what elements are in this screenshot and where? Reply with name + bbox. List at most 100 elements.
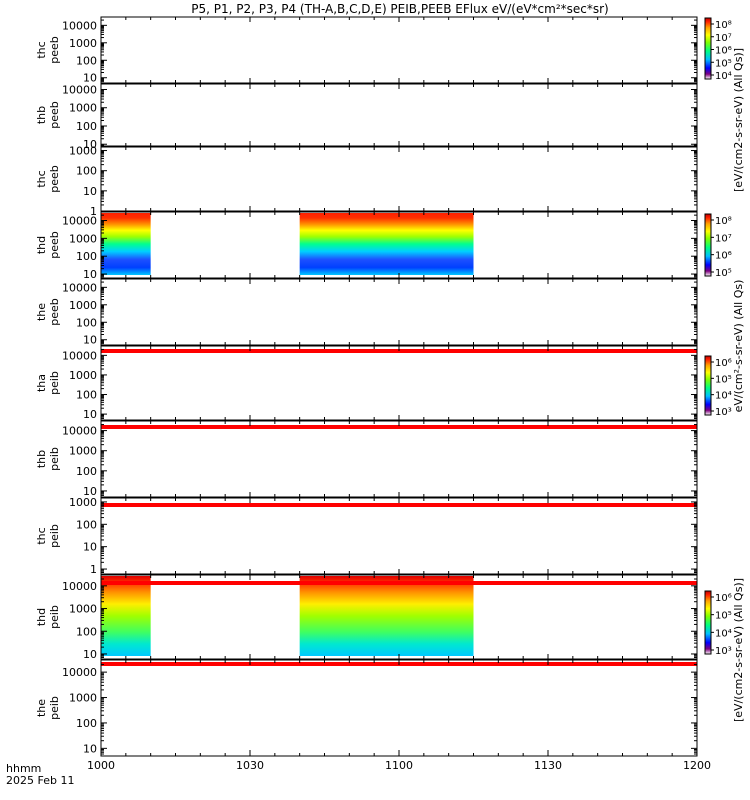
y-tick-label: 100 — [76, 625, 97, 638]
y-tick-label: 10000 — [62, 83, 97, 96]
colorbar-tick-label: 10⁵ — [715, 374, 732, 385]
y-tick-label: 10 — [83, 72, 97, 85]
panel-label-probe-2: thc — [35, 170, 48, 187]
y-tick-label: 10 — [83, 541, 97, 554]
time-tick-label: 1000 — [87, 759, 115, 772]
panel-label-instrument-8: peib — [48, 605, 61, 629]
y-tick-label: 1000 — [69, 603, 97, 616]
colorbar-tick-label: 10⁶ — [715, 251, 732, 262]
y-tick-label: 100 — [76, 465, 97, 478]
y-tick-label: 10 — [83, 408, 97, 421]
time-tick-label: 1100 — [385, 759, 413, 772]
panel-label-probe-8: thd — [35, 608, 48, 626]
panel-label-instrument-7: peib — [48, 524, 61, 548]
y-tick-label: 100 — [76, 250, 97, 263]
colorbar-tick-label: 10⁴ — [715, 391, 732, 402]
panel-frame-9 — [100, 659, 698, 757]
y-tick-label: 10000 — [62, 281, 97, 294]
plot-title: P5, P1, P2, P3, P4 (TH-A,B,C,D,E) PEIB,P… — [191, 2, 608, 16]
colorbar-tick-label: 10³ — [715, 407, 732, 418]
y-tick-label: 1000 — [69, 692, 97, 705]
panel-frame-2 — [100, 146, 698, 212]
panel-label-probe-5: tha — [35, 374, 48, 392]
colorbar-tick-label: 10⁸ — [715, 216, 732, 227]
y-tick-label: 100 — [76, 717, 97, 730]
quality-flag-bar-1 — [101, 425, 697, 429]
y-tick-label: 100 — [76, 120, 97, 133]
spectrogram-block-thd-peib-1 — [299, 576, 474, 656]
colorbar-tick-label: 10⁷ — [715, 233, 732, 244]
colorbar-8 — [704, 590, 712, 655]
y-tick-label: 1000 — [69, 445, 97, 458]
y-tick-label: 10 — [83, 648, 97, 661]
panel-label-instrument-5: peib — [48, 371, 61, 395]
y-tick-label: 10 — [83, 268, 97, 281]
time-tick-label: 1130 — [534, 759, 562, 772]
quality-flag-bar-3 — [101, 581, 697, 585]
panel-label-instrument-1: peeb — [48, 101, 61, 129]
y-tick-label: 1000 — [69, 369, 97, 382]
y-tick-label: 10 — [83, 334, 97, 347]
y-tick-label: 1000 — [69, 299, 97, 312]
panel-label-instrument-9: peib — [48, 696, 61, 720]
y-tick-label: 10 — [83, 485, 97, 498]
time-axis: 1000 1030 1100 1130 1200 — [87, 750, 711, 772]
colorbar-tick-label: 10⁵ — [715, 611, 732, 622]
y-tick-label: 10 — [83, 185, 97, 198]
colorbar-tick-label: 10⁶ — [715, 593, 732, 604]
y-tick-label: 1 — [90, 205, 97, 218]
y-tick-label: 100 — [76, 54, 97, 67]
colorbar-tick-label: 10⁶ — [715, 46, 732, 57]
colorbar-tick-label: 10⁴ — [715, 628, 732, 639]
spectrogram-block-thd-peeb-1 — [299, 213, 474, 275]
colorbar-tick-label: 10⁸ — [715, 20, 732, 31]
panel-label-instrument-4: peeb — [48, 298, 61, 326]
spectrogram-block-thd-peeb-0 — [101, 213, 151, 275]
colorbar-0 — [704, 17, 712, 80]
panel-frame-4 — [100, 278, 698, 346]
y-tick-label: 1000 — [69, 37, 97, 50]
panel-frame-1 — [100, 83, 698, 147]
y-tick-label: 10000 — [62, 19, 97, 32]
y-tick-label: 10 — [83, 742, 97, 755]
y-tick-label: 10000 — [62, 580, 97, 593]
panel-frame-0 — [100, 16, 698, 84]
colorbar-tick-label: 10⁵ — [715, 58, 732, 69]
panel-frame-7 — [100, 497, 698, 575]
y-tick-label: 10 — [83, 138, 97, 151]
y-tick-label: 10000 — [62, 425, 97, 438]
panel-label-instrument-6: peib — [48, 447, 61, 471]
panel-label-probe-3: thd — [35, 236, 48, 254]
time-axis-label-hhmm: hhmm — [6, 762, 41, 775]
colorbar-tick-label: 10⁷ — [715, 33, 732, 44]
panel-label-instrument-0: peeb — [48, 36, 61, 64]
y-tick-label: 100 — [76, 316, 97, 329]
panel-frame-6 — [100, 420, 698, 498]
colorbar-tick-label: 10³ — [715, 646, 732, 657]
colorbar-tick-label: 10⁵ — [715, 268, 732, 279]
quality-flag-bar-2 — [101, 503, 697, 507]
panel-label-probe-6: thb — [35, 450, 48, 468]
time-tick-label: 1200 — [683, 759, 711, 772]
colorbar-unit-label-lower: [eV/(cm2-s-sr-eV) (All Qs)] — [732, 578, 745, 722]
y-tick-label: 100 — [76, 389, 97, 402]
y-tick-label: 100 — [76, 165, 97, 178]
y-tick-label: 1000 — [69, 496, 97, 509]
colorbar-unit-label-top: [eV/(cm2-s-sr-eV) (All Qs)] — [732, 48, 745, 192]
panel-label-probe-9: the — [35, 699, 48, 717]
panel-label-instrument-2: peeb — [48, 165, 61, 193]
colorbar-tick-label: 10⁴ — [715, 71, 732, 82]
y-tick-label: 1 — [90, 563, 97, 576]
y-tick-label: 100 — [76, 518, 97, 531]
panel-label-instrument-3: peeb — [48, 231, 61, 259]
time-tick-label: 1030 — [236, 759, 264, 772]
y-tick-label: 10000 — [62, 215, 97, 228]
y-tick-label: 10000 — [62, 349, 97, 362]
colorbar-3 — [704, 213, 712, 277]
colorbar-tick-label: 10⁶ — [715, 358, 732, 369]
y-tick-label: 10000 — [62, 666, 97, 679]
panel-label-probe-7: thc — [35, 527, 48, 544]
y-tick-label: 1000 — [69, 102, 97, 115]
panel-label-probe-0: thc — [35, 41, 48, 58]
